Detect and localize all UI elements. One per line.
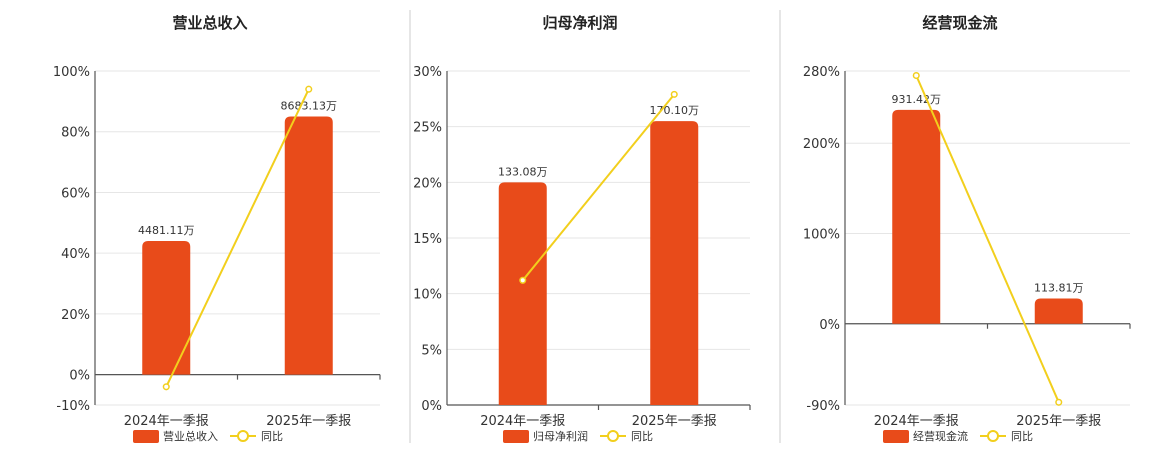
- y-tick-label: 30%: [413, 65, 442, 80]
- bar: [498, 182, 547, 405]
- legend-line-marker: [237, 430, 249, 442]
- bar-data-label: 113.81万: [1034, 281, 1084, 294]
- legend-bar-swatch: [883, 430, 909, 443]
- y-tick-label: 20%: [61, 308, 90, 323]
- x-tick-label: 2025年一季报: [266, 414, 351, 429]
- legend-bar-swatch: [503, 430, 529, 443]
- y-tick-label: -10%: [56, 399, 90, 414]
- x-tick-label: 2024年一季报: [874, 414, 959, 429]
- chart-title: 经营现金流: [922, 14, 997, 32]
- y-tick-label: 0%: [819, 318, 840, 333]
- legend-bar-label: 营业总收入: [163, 429, 218, 443]
- bar: [650, 121, 699, 405]
- y-tick-label: 100%: [803, 227, 840, 242]
- chart-title: 营业总收入: [172, 14, 247, 32]
- bar-data-label: 133.08万: [498, 165, 548, 178]
- bar-data-label: 170.10万: [650, 104, 700, 117]
- bar: [1034, 298, 1083, 324]
- bar: [892, 109, 941, 324]
- chart-title: 归母净利润: [542, 14, 617, 32]
- y-tick-label: -90%: [806, 399, 840, 414]
- bar-data-label: 4481.11万: [138, 224, 195, 237]
- yoy-point: [670, 90, 678, 98]
- legend-line-label: 同比: [631, 430, 653, 443]
- legend-line-marker: [607, 430, 619, 442]
- y-tick-label: 20%: [413, 176, 442, 191]
- x-tick-label: 2024年一季报: [124, 414, 209, 429]
- legend-bar-label: 归母净利润: [533, 429, 588, 443]
- legend-bar-swatch: [133, 430, 159, 443]
- y-tick-label: 5%: [421, 343, 442, 358]
- chart-panel-2: 归母净利润 0% 5% 10% 15% 20% 25% 30% 2024年一季报 2025年一季报…: [413, 14, 751, 443]
- y-tick-label: 60%: [61, 186, 90, 201]
- y-tick-label: 10%: [413, 288, 442, 303]
- chart-panel-1: 营业总收入 -10% 0% 20% 40% 60% 80% 100% 2024年一季报 2025年…: [53, 14, 381, 443]
- y-tick-label: 100%: [53, 65, 90, 80]
- yoy-point: [162, 383, 170, 391]
- y-tick-label: 280%: [803, 65, 840, 80]
- y-tick-label: 40%: [61, 247, 90, 262]
- chart-panel-3: 经营现金流 -90% 0% 100% 200% 280% 2024年一季报 2025年一季报 9…: [803, 14, 1131, 443]
- yoy-line: [165, 88, 310, 388]
- y-tick-label: 200%: [803, 137, 840, 152]
- y-tick-label: 0%: [69, 369, 90, 384]
- legend-bar-label: 经营现金流: [913, 429, 968, 443]
- y-tick-label: 80%: [61, 126, 90, 141]
- bar: [142, 241, 191, 375]
- y-tick-label: 25%: [413, 121, 442, 136]
- y-tick-label: 0%: [421, 399, 442, 414]
- yoy-point: [1055, 398, 1063, 406]
- bar-data-label: 931.42万: [892, 93, 942, 106]
- bar: [284, 116, 333, 375]
- x-tick-label: 2025年一季报: [1016, 414, 1101, 429]
- yoy-line: [915, 75, 1060, 403]
- yoy-point: [519, 276, 527, 284]
- yoy-point: [305, 85, 313, 93]
- yoy-point: [912, 71, 920, 80]
- y-tick-label: 15%: [413, 232, 442, 247]
- bar-data-label: 8683.13万: [281, 100, 338, 113]
- yoy-line: [521, 93, 676, 281]
- legend-line-marker: [987, 430, 999, 442]
- legend-line-label: 同比: [1011, 430, 1033, 443]
- x-tick-label: 2025年一季报: [632, 414, 717, 429]
- legend-line-label: 同比: [261, 430, 283, 443]
- x-tick-label: 2024年一季报: [480, 414, 565, 429]
